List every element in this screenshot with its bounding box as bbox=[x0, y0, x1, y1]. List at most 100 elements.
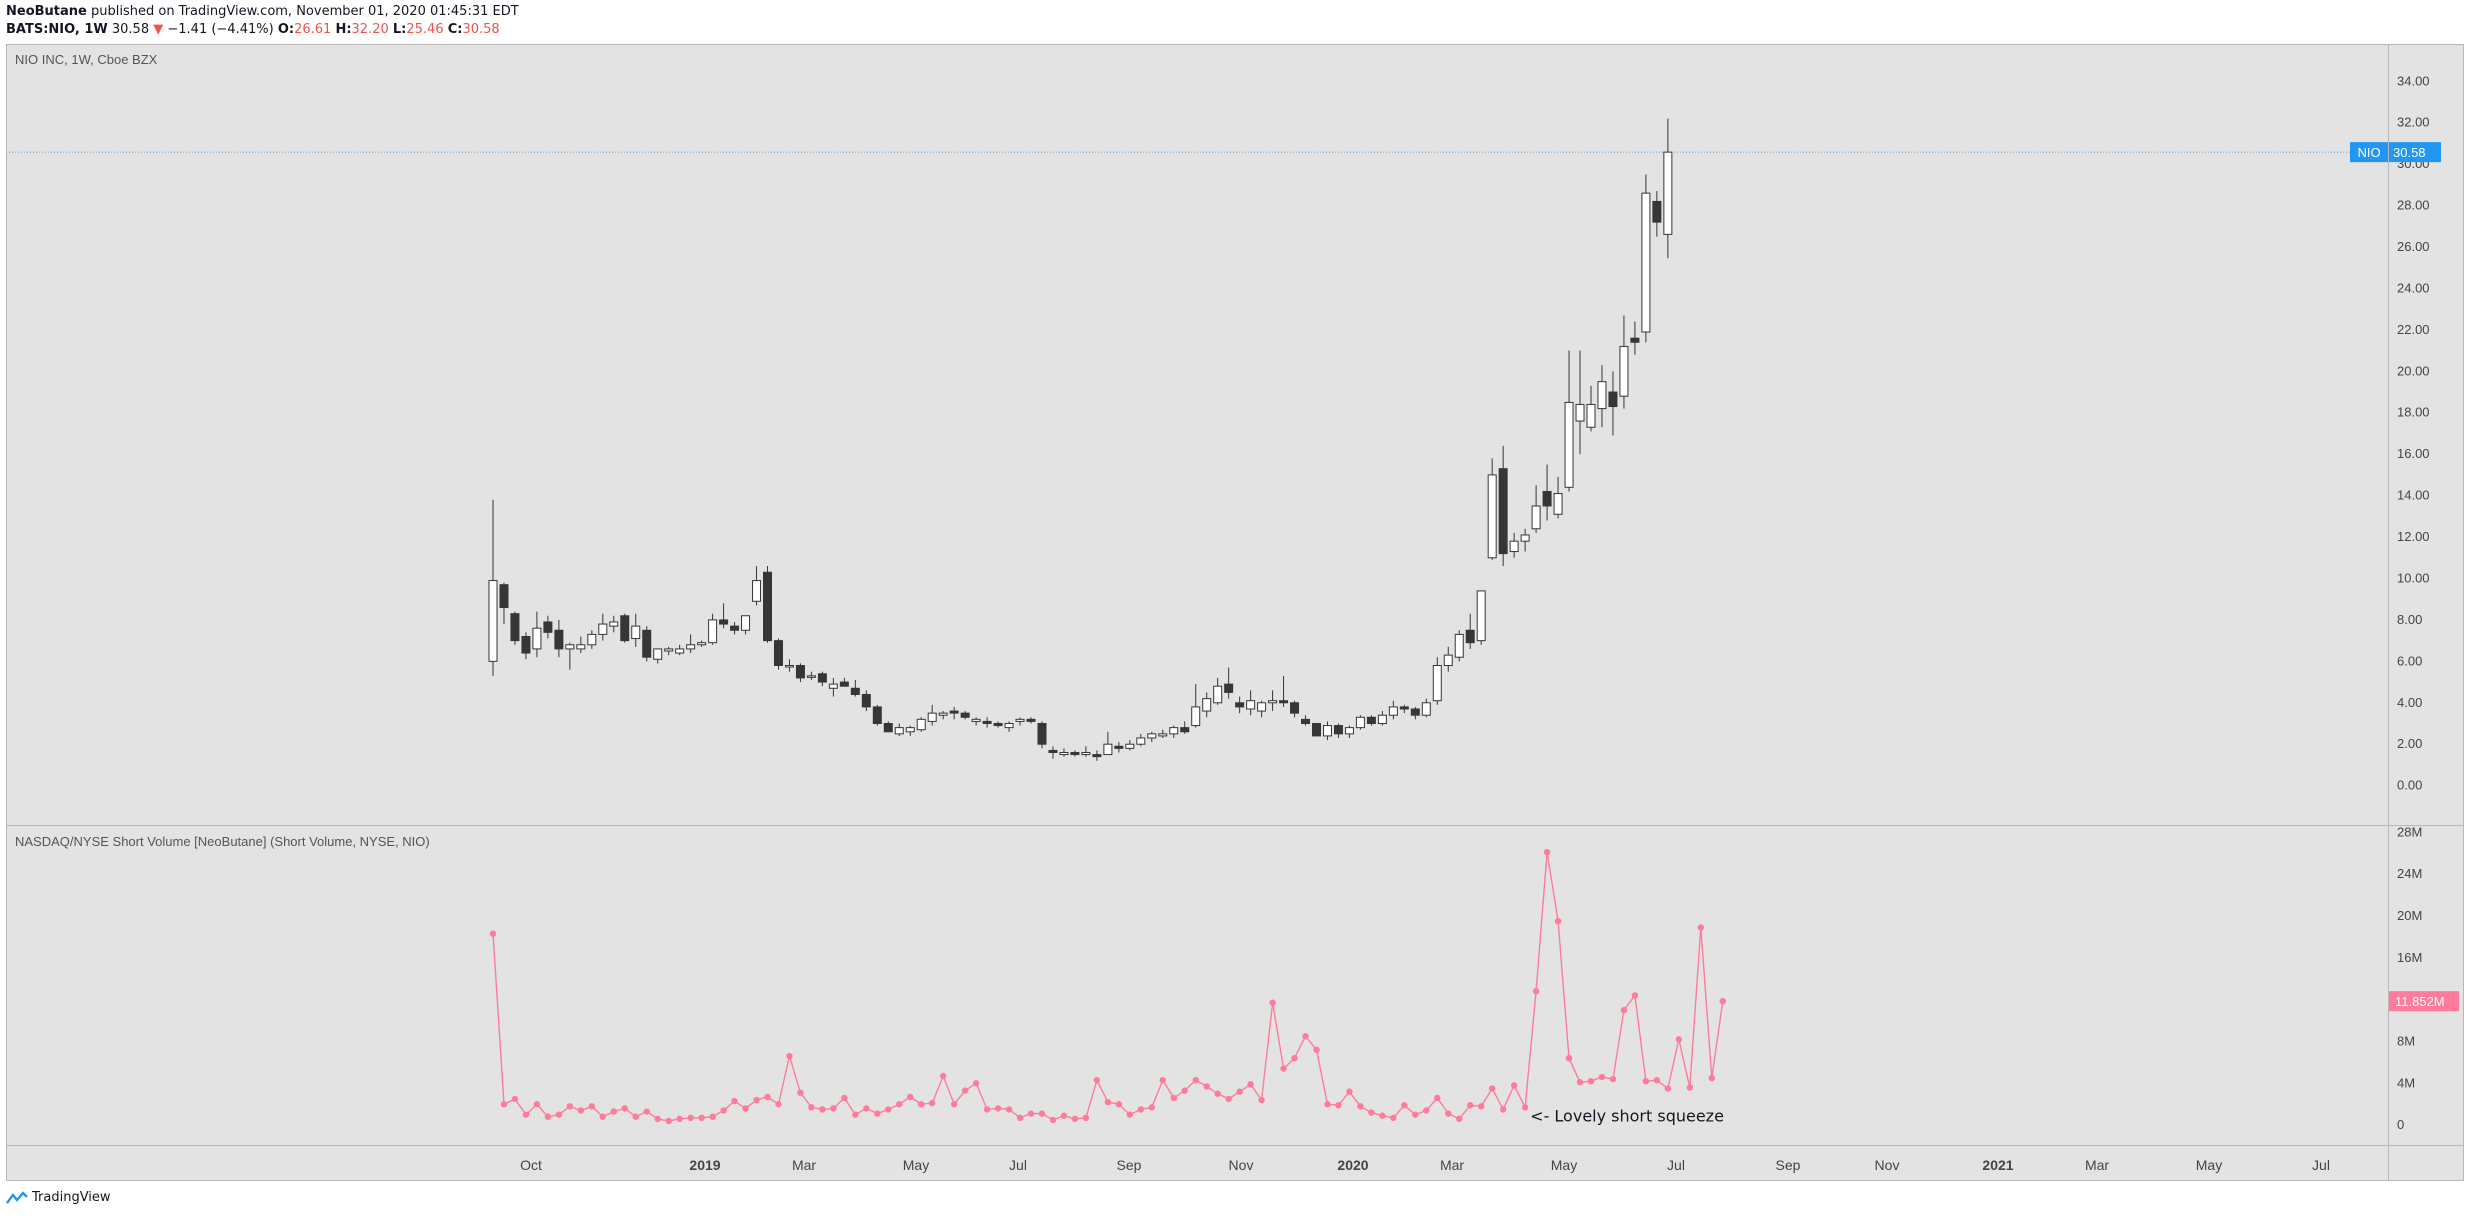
short-volume-point[interactable] bbox=[1510, 1082, 1518, 1089]
short-volume-point[interactable] bbox=[1478, 1103, 1485, 1110]
candle[interactable] bbox=[1191, 684, 1201, 728]
candle[interactable] bbox=[587, 630, 597, 649]
candle[interactable] bbox=[1575, 350, 1585, 455]
candle[interactable] bbox=[609, 615, 619, 633]
short-volume-point[interactable] bbox=[1620, 1006, 1628, 1014]
candle[interactable] bbox=[1520, 528, 1530, 552]
candle[interactable] bbox=[1059, 748, 1069, 757]
short-volume-point[interactable] bbox=[632, 1113, 639, 1120]
candle[interactable] bbox=[1125, 740, 1135, 751]
candle[interactable] bbox=[1421, 698, 1431, 718]
candle[interactable] bbox=[905, 725, 915, 736]
short-volume-point[interactable] bbox=[1631, 992, 1639, 999]
candle[interactable] bbox=[620, 613, 630, 643]
short-volume-point[interactable] bbox=[1346, 1088, 1353, 1095]
short-volume-point[interactable] bbox=[643, 1108, 650, 1115]
candle[interactable] bbox=[1366, 715, 1376, 726]
candle[interactable] bbox=[1136, 733, 1146, 747]
short-volume-point[interactable] bbox=[852, 1111, 859, 1118]
candle[interactable] bbox=[828, 677, 838, 697]
candle[interactable] bbox=[1564, 350, 1574, 492]
short-volume-point[interactable] bbox=[577, 1107, 585, 1114]
short-volume-point[interactable] bbox=[1609, 1075, 1617, 1083]
short-volume-point[interactable] bbox=[950, 1101, 958, 1108]
candle[interactable] bbox=[631, 613, 641, 647]
candle[interactable] bbox=[806, 671, 816, 680]
candle[interactable] bbox=[982, 717, 992, 728]
short-volume-point[interactable] bbox=[939, 1072, 947, 1080]
short-volume-point[interactable] bbox=[1587, 1078, 1595, 1085]
author-name[interactable]: NeoButane bbox=[6, 4, 87, 19]
short-volume-point[interactable] bbox=[808, 1104, 815, 1111]
candle[interactable] bbox=[1344, 725, 1354, 738]
candle[interactable] bbox=[565, 642, 575, 670]
candle[interactable] bbox=[697, 640, 707, 647]
short-volume-point[interactable] bbox=[1148, 1104, 1156, 1111]
candle[interactable] bbox=[686, 634, 696, 654]
short-volume-point[interactable] bbox=[1368, 1109, 1375, 1116]
candle[interactable] bbox=[1432, 657, 1442, 705]
candle[interactable] bbox=[532, 611, 542, 658]
short-volume-point[interactable] bbox=[1280, 1065, 1287, 1072]
candle[interactable] bbox=[1443, 646, 1453, 672]
short-volume-point[interactable] bbox=[1686, 1084, 1694, 1091]
short-volume-point[interactable] bbox=[863, 1105, 870, 1112]
candle[interactable] bbox=[1619, 315, 1629, 409]
candle[interactable] bbox=[773, 638, 783, 670]
short-volume-point[interactable] bbox=[1697, 924, 1705, 931]
candle[interactable] bbox=[894, 723, 904, 736]
candle[interactable] bbox=[1037, 721, 1047, 749]
short-volume-point[interactable] bbox=[731, 1097, 738, 1105]
short-volume-point[interactable] bbox=[1642, 1078, 1650, 1085]
short-volume-point[interactable] bbox=[1664, 1085, 1672, 1092]
short-volume-point[interactable] bbox=[819, 1106, 826, 1113]
candle[interactable] bbox=[850, 679, 860, 697]
short-volume-point[interactable] bbox=[1203, 1083, 1210, 1090]
short-volume-point[interactable] bbox=[544, 1113, 552, 1120]
candle[interactable] bbox=[1377, 711, 1387, 726]
candle[interactable] bbox=[861, 690, 871, 712]
short-volume-point[interactable] bbox=[1302, 1033, 1309, 1040]
candle[interactable] bbox=[741, 615, 751, 635]
candle[interactable] bbox=[1004, 721, 1014, 732]
candle[interactable] bbox=[1630, 321, 1640, 355]
candle[interactable] bbox=[1355, 715, 1365, 730]
candle[interactable] bbox=[598, 613, 608, 641]
short-volume-point[interactable] bbox=[1554, 917, 1562, 925]
short-volume-point[interactable] bbox=[621, 1105, 628, 1112]
chart-canvas[interactable]: <- Lovely short squeeze 0.00 2.00 4.00 6.00… bbox=[0, 0, 2468, 1190]
candle[interactable] bbox=[1322, 721, 1332, 741]
short-volume-point[interactable] bbox=[1192, 1076, 1199, 1084]
short-volume-point[interactable] bbox=[1565, 1054, 1573, 1062]
candle[interactable] bbox=[1268, 690, 1278, 712]
short-volume-point[interactable] bbox=[500, 1101, 508, 1108]
candle[interactable] bbox=[872, 704, 882, 726]
candle[interactable] bbox=[653, 648, 663, 664]
candle[interactable] bbox=[883, 721, 893, 733]
candle[interactable] bbox=[719, 603, 729, 629]
short-volume-point[interactable] bbox=[566, 1103, 574, 1110]
candle[interactable] bbox=[795, 663, 805, 683]
short-volume-point[interactable] bbox=[665, 1117, 672, 1125]
short-volume-point[interactable] bbox=[1082, 1114, 1090, 1122]
short-volume-point[interactable] bbox=[1049, 1116, 1057, 1124]
short-volume-point[interactable] bbox=[1038, 1110, 1046, 1117]
short-volume-point[interactable] bbox=[1104, 1098, 1112, 1106]
candle[interactable] bbox=[1542, 464, 1552, 521]
short-volume-point[interactable] bbox=[1324, 1101, 1331, 1108]
candle[interactable] bbox=[1169, 725, 1179, 738]
candle[interactable] bbox=[960, 711, 970, 720]
short-volume-point[interactable] bbox=[676, 1115, 683, 1123]
short-volume-point[interactable] bbox=[1576, 1079, 1584, 1086]
short-volume-point[interactable] bbox=[1126, 1111, 1134, 1118]
short-volume-point[interactable] bbox=[1401, 1102, 1408, 1109]
short-volume-point[interactable] bbox=[698, 1114, 705, 1122]
candle[interactable] bbox=[1081, 746, 1091, 757]
candle[interactable] bbox=[927, 704, 937, 726]
short-volume-point[interactable] bbox=[1170, 1094, 1177, 1102]
short-volume-point[interactable] bbox=[709, 1113, 716, 1120]
tradingview-footer[interactable]: TradingView bbox=[6, 1190, 111, 1205]
candle[interactable] bbox=[708, 613, 718, 645]
candle[interactable] bbox=[1026, 717, 1036, 724]
short-volume-point[interactable] bbox=[599, 1113, 606, 1120]
